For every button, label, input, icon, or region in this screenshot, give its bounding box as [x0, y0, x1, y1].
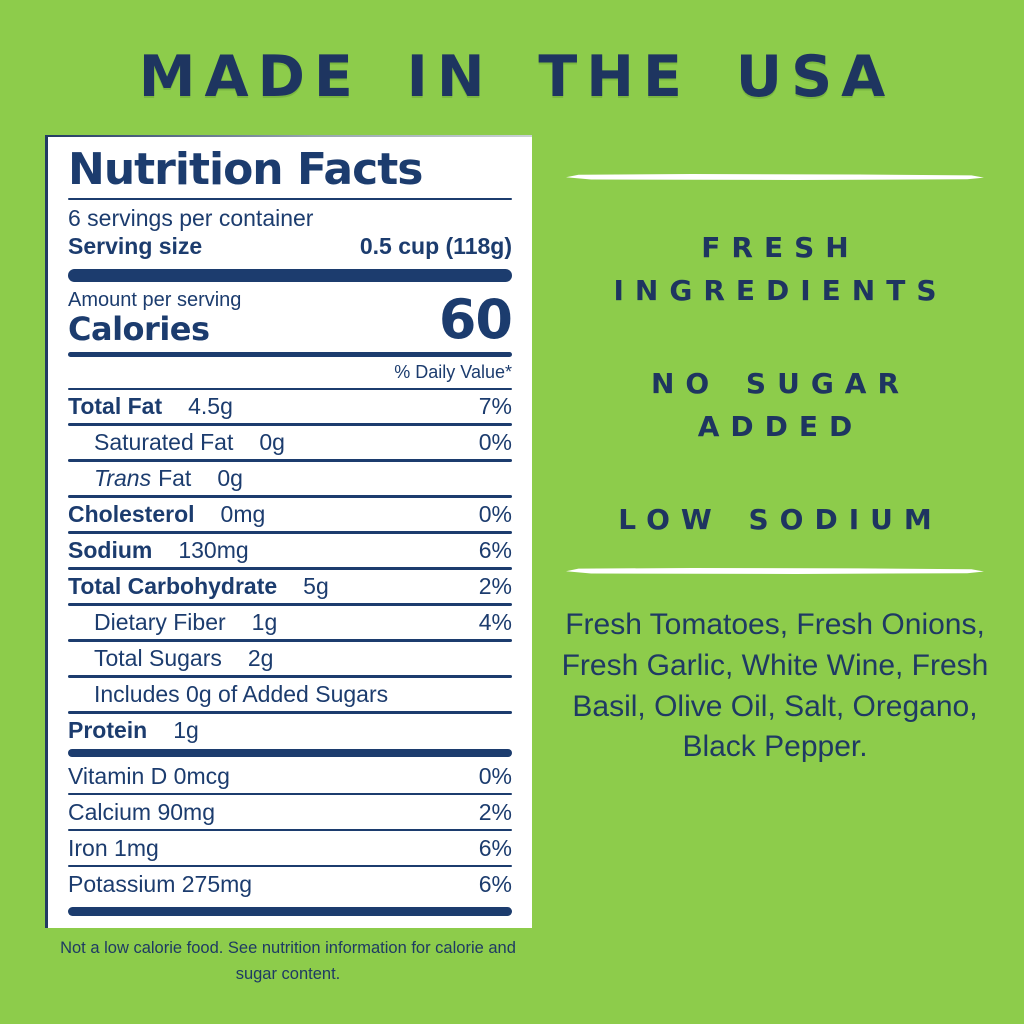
nutrient-row-cholesterol: Cholesterol 0mg 0%	[68, 501, 512, 528]
divider	[68, 711, 512, 714]
nutrient-row-total-fat: Total Fat 4.5g 7%	[68, 393, 512, 420]
servings-per-container: 6 servings per container	[68, 204, 314, 231]
marketing-panel: FRESH INGREDIENTS NO SUGAR ADDED LOW SOD…	[545, 150, 1005, 768]
nutrient-row-trans-fat: Trans Fat 0g	[94, 465, 243, 492]
footnote-line-1: Not a low calorie food. See nutrition in…	[60, 939, 516, 957]
calories-block: Amount per serving Calories 60	[68, 288, 513, 352]
claim-no-sugar-added: NO SUGAR ADDED	[650, 366, 911, 444]
divider	[68, 459, 512, 462]
divider	[68, 792, 512, 796]
thick-divider	[68, 269, 512, 282]
brush-divider-top	[566, 174, 984, 180]
divider	[68, 828, 512, 832]
brush-divider-bottom	[566, 567, 984, 574]
nutrient-row-added-sugars: Includes 0g of Added Sugars	[94, 681, 389, 708]
thick-divider	[68, 749, 512, 758]
divider	[68, 567, 512, 570]
serving-size-label: Serving size	[68, 232, 203, 259]
calories-label: Calories	[68, 310, 210, 348]
daily-value-header: % Daily Value*	[394, 362, 512, 383]
divider	[68, 531, 512, 534]
nutrient-row-protein: Protein 1g	[68, 717, 199, 744]
divider	[68, 387, 512, 390]
serving-size-row: Serving size 0.5 cup (118g)	[68, 233, 512, 260]
calories-value: 60	[438, 288, 513, 352]
footnote-line-2: sugar content.	[235, 964, 341, 983]
footnote: Not a low calorie food. See nutrition in…	[23, 936, 553, 987]
claim-low-sodium: LOW SODIUM	[618, 502, 943, 536]
divider	[68, 495, 512, 498]
medium-divider	[68, 352, 512, 358]
nutrient-row-total-carbohydrate: Total Carbohydrate 5g 2%	[68, 573, 512, 600]
divider	[68, 675, 512, 678]
vitamin-row-calcium: Calcium 90mg 2%	[68, 798, 512, 825]
claims-list: FRESH INGREDIENTS NO SUGAR ADDED LOW SOD…	[545, 226, 1005, 541]
divider	[68, 603, 512, 606]
page-title: MADE IN THE USA	[138, 44, 895, 110]
nutrient-row-saturated-fat: Saturated Fat 0g 0%	[94, 429, 512, 456]
serving-size-value: 0.5 cup (118g)	[359, 232, 512, 259]
amount-per-serving-label: Amount per serving	[68, 289, 242, 311]
vitamin-row-iron: Iron 1mg 6%	[68, 834, 512, 861]
nutrition-facts-title: Nutrition Facts	[68, 144, 423, 195]
divider	[68, 423, 512, 426]
ingredients-text: Fresh Tomatoes, Fresh Onions, Fresh Garl…	[561, 607, 989, 764]
thick-divider	[68, 907, 512, 916]
vitamin-row-vitamin-d: Vitamin D 0mcg 0%	[68, 762, 512, 789]
divider	[68, 197, 512, 200]
divider	[68, 864, 512, 868]
nutrient-row-dietary-fiber: Dietary Fiber 1g 4%	[94, 609, 512, 636]
divider	[68, 639, 512, 642]
vitamin-row-potassium: Potassium 275mg 6%	[68, 870, 512, 897]
nutrient-row-sodium: Sodium 130mg 6%	[68, 537, 512, 564]
nutrition-facts-panel: Nutrition Facts 6 servings per container…	[45, 135, 532, 928]
nutrient-row-total-sugars: Total Sugars 2g	[94, 645, 274, 672]
claim-fresh-ingredients: FRESH INGREDIENTS	[613, 231, 948, 308]
